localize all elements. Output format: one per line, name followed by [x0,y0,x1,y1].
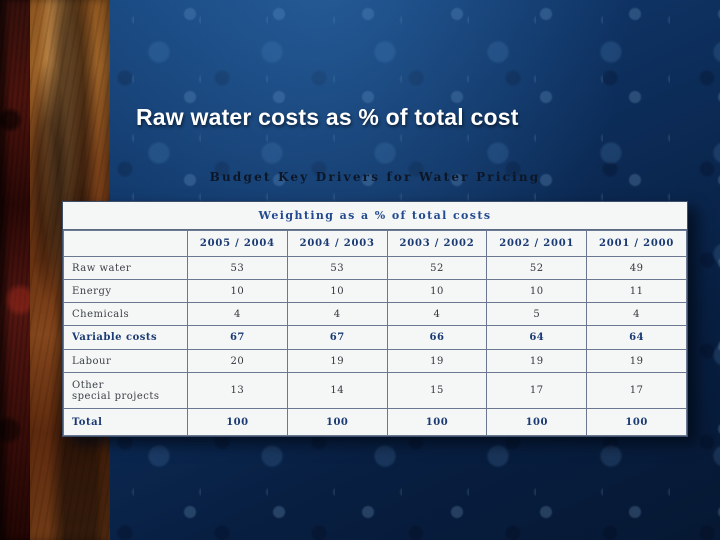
table-cell: 11 [586,279,687,303]
table-cell: 100 [386,408,488,436]
table-cell: 17 [486,372,588,409]
table-header-row: 2005 / 2004 2004 / 2003 2003 / 2002 2002… [63,230,687,257]
table-cell: 4 [187,302,288,326]
table-cell: 13 [187,372,288,409]
table-cell: 5 [486,302,588,326]
table-cell: 100 [586,408,687,436]
column-header: 2003 / 2002 [386,230,488,257]
table-cell: 10 [386,279,488,303]
row-label: Labour [63,349,188,373]
table-row-total: Total 100 100 100 100 100 [63,408,687,436]
column-header: 2001 / 2000 [586,230,687,257]
table-cell: 66 [386,325,488,350]
table-cell: 67 [187,325,288,350]
column-header: 2005 / 2004 [187,230,288,257]
pricing-table-card: Weighting as a % of total costs 2005 / 2… [62,201,688,437]
table-cell: 52 [386,256,488,280]
table-cell: 10 [286,279,388,303]
table-cell: 52 [486,256,588,280]
table-cell: 19 [386,349,488,373]
table-cell: 100 [486,408,588,436]
table-cell: 64 [586,325,687,350]
row-label: Total [63,408,188,436]
slide-title: Raw water costs as % of total cost [136,104,519,130]
table-cell: 53 [187,256,288,280]
table-cell: 4 [386,302,488,326]
table-cell: 100 [286,408,388,436]
row-label: Raw water [63,256,188,280]
table-cell: 20 [187,349,288,373]
table-row-chemicals: Chemicals 4 4 4 5 4 [63,302,687,326]
table-row-energy: Energy 10 10 10 10 11 [63,279,687,303]
table-cell: 53 [286,256,388,280]
row-label: Chemicals [63,302,188,326]
table-cell: 19 [586,349,687,373]
table-row-variable-costs: Variable costs 67 67 66 64 64 [63,325,687,350]
table-cell: 4 [286,302,388,326]
table-cell: 19 [286,349,388,373]
row-label: Other special projects [63,372,188,409]
table-cell: 10 [187,279,288,303]
table-caption: Weighting as a % of total costs [63,202,687,230]
table-cell: 4 [586,302,687,326]
pricing-table: 2005 / 2004 2004 / 2003 2003 / 2002 2002… [63,230,687,436]
table-row-raw-water: Raw water 53 53 52 52 49 [63,256,687,280]
column-header: 2002 / 2001 [486,230,588,257]
table-heading: Budget Key Drivers for Water Pricing [209,170,541,184]
table-cell: 10 [486,279,588,303]
column-header: 2004 / 2003 [286,230,388,257]
table-row-other-special-projects: Other special projects 13 14 15 17 17 [63,372,687,409]
table-cell: 19 [486,349,588,373]
left-texture-maroon-strip [0,0,30,540]
table-cell: 64 [486,325,588,350]
table-cell: 14 [286,372,388,409]
table-row-labour: Labour 20 19 19 19 19 [63,349,687,373]
corner-cell [63,230,188,257]
table-cell: 17 [586,372,687,409]
row-label: Variable costs [63,325,188,350]
row-label: Energy [63,279,188,303]
table-cell: 15 [386,372,488,409]
table-cell: 49 [586,256,687,280]
table-cell: 100 [187,408,288,436]
table-cell: 67 [286,325,388,350]
